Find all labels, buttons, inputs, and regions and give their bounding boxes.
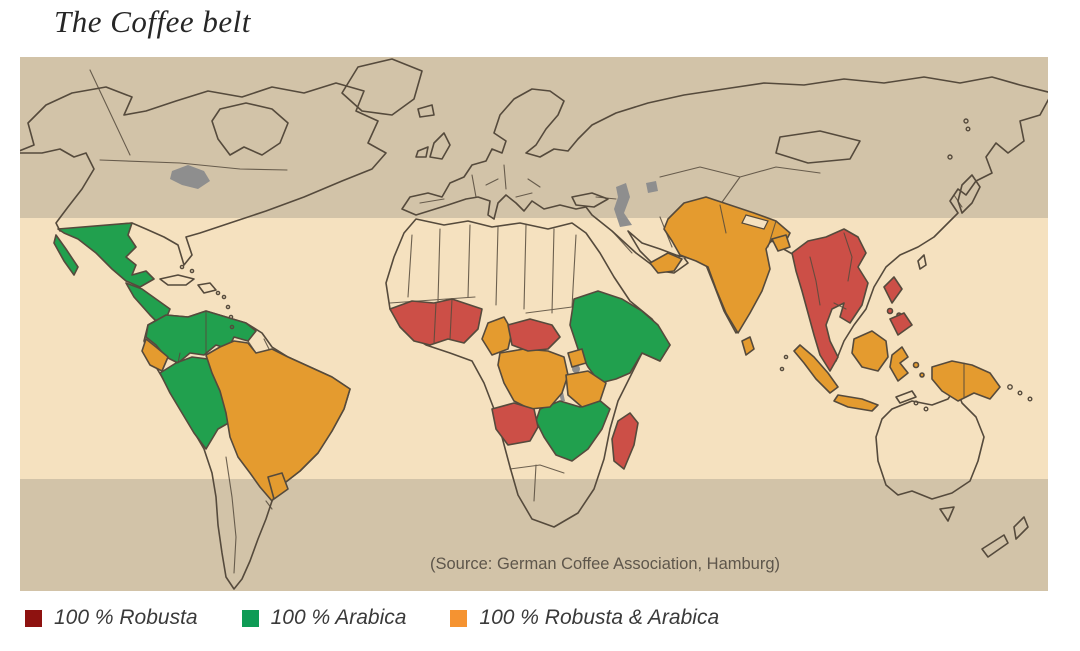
lake-aral-sea	[646, 181, 658, 193]
region-philippines-visayas-1	[886, 307, 894, 315]
outline-mongolia	[775, 130, 861, 164]
region-uganda	[567, 348, 587, 368]
region-central-african-republic	[507, 318, 561, 352]
region-angola	[491, 402, 539, 446]
lake-great-lakes	[170, 165, 210, 189]
region-sumatra	[793, 344, 839, 394]
region-zambia-zimbabwe-mozambique	[535, 398, 611, 462]
legend-label-robusta: 100 % Robusta	[54, 606, 198, 629]
region-brazil	[205, 340, 351, 502]
legend-item-arabica: 100 % Arabica	[241, 606, 407, 630]
island-dots	[179, 118, 1033, 412]
arabica-swatch-icon	[241, 609, 259, 627]
region-moluccas-1	[912, 361, 920, 369]
region-madagascar	[611, 412, 639, 470]
region-mexico	[57, 222, 155, 288]
region-india-pakistan	[663, 196, 791, 334]
legend-label-arabica: 100 % Arabica	[270, 606, 407, 629]
region-philippines-mindanao	[889, 312, 913, 336]
legend-item-robusta: 100 % Robusta	[25, 606, 198, 630]
continent-outlines	[20, 58, 1048, 590]
outline-hudson-bay	[211, 102, 289, 156]
regions-robusta	[389, 228, 913, 470]
region-bangladesh	[771, 234, 791, 252]
outline-new-zealand-south	[981, 534, 1009, 558]
region-java	[833, 394, 879, 412]
outline-black-sea	[571, 192, 609, 208]
outline-north-america	[20, 82, 387, 266]
legend-item-robusta-arabica: 100 % Robusta & Arabica	[450, 606, 719, 630]
outline-taiwan	[917, 254, 927, 270]
region-paraguay	[267, 472, 289, 500]
outline-new-zealand-north	[1013, 516, 1029, 540]
regions-robusta-arabica	[141, 196, 1001, 502]
outline-tasmania	[939, 506, 955, 522]
world-map-svg	[20, 57, 1048, 591]
outline-iceland	[417, 104, 435, 118]
region-cameroon	[481, 316, 513, 356]
outline-australia	[875, 386, 985, 500]
outline-timor	[895, 390, 917, 404]
region-philippines-luzon	[883, 276, 903, 304]
page-title: The Coffee belt	[54, 4, 251, 39]
robusta-swatch-icon	[25, 609, 42, 627]
regions-arabica	[53, 222, 671, 462]
region-yemen	[649, 252, 683, 274]
source-note: (Source: German Coffee Association, Hamb…	[430, 555, 781, 573]
robusta-arabica-swatch-icon	[450, 609, 468, 627]
region-sri-lanka	[741, 336, 755, 356]
region-indochina-malaysia	[791, 228, 869, 372]
outline-ireland	[415, 146, 429, 158]
region-ecuador	[141, 338, 169, 372]
region-moluccas-2	[919, 372, 925, 378]
outline-cuba	[159, 274, 195, 286]
outline-greenland	[341, 58, 423, 116]
outline-hispaniola	[197, 282, 217, 294]
legend: 100 % Robusta 100 % Arabica 100 % Robust…	[25, 606, 719, 630]
lake-caspian-sea	[614, 183, 632, 227]
region-baja-california	[53, 234, 79, 276]
region-tanzania	[565, 370, 607, 408]
outline-africa	[385, 218, 671, 528]
region-borneo	[851, 330, 889, 372]
region-west-africa	[389, 298, 483, 346]
region-dr-congo	[497, 348, 569, 410]
world-map: (Source: German Coffee Association, Hamb…	[20, 57, 1048, 591]
colored-region-borders	[177, 204, 965, 398]
region-nepal-notch	[741, 214, 769, 230]
outline-british-isles	[429, 132, 451, 160]
legend-label-robusta-arabica: 100 % Robusta & Arabica	[479, 606, 720, 629]
region-new-guinea	[931, 360, 1001, 402]
region-sulawesi	[889, 346, 909, 382]
outline-eurasia	[401, 76, 1048, 362]
